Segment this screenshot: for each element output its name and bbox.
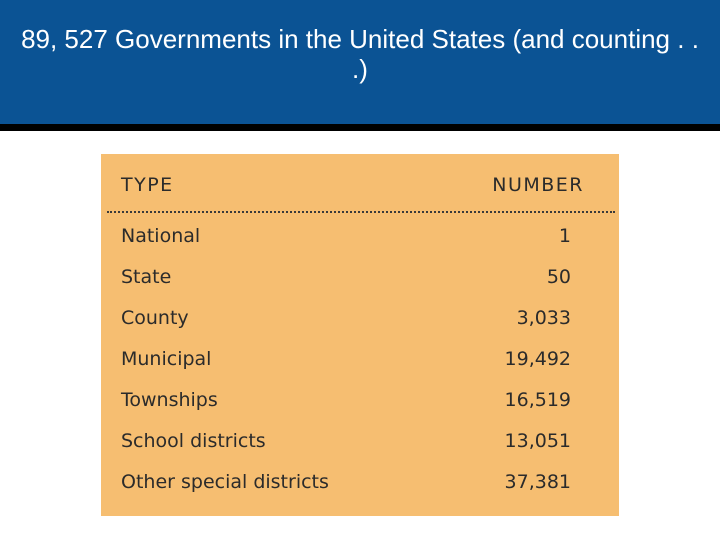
table-row: Other special districts 37,381 [101, 463, 619, 504]
governments-table: TYPE NUMBER National 1 State 50 County 3… [101, 154, 619, 516]
cell-type: Municipal [121, 348, 212, 370]
table-row: County 3,033 [101, 299, 619, 340]
cell-type: National [121, 225, 201, 247]
table-row: National 1 [101, 217, 619, 258]
header-divider [107, 211, 615, 213]
slide-title: 89, 527 Governments in the United States… [21, 24, 699, 84]
cell-number: 13,051 [504, 430, 571, 452]
cell-number: 3,033 [516, 307, 571, 329]
table-row: School districts 13,051 [101, 422, 619, 463]
cell-number: 50 [546, 266, 571, 288]
cell-number: 16,519 [504, 389, 571, 411]
title-divider [0, 124, 720, 131]
cell-number: 1 [558, 225, 571, 247]
table-row: State 50 [101, 258, 619, 299]
cell-type: Other special districts [121, 471, 329, 493]
cell-number: 37,381 [504, 471, 571, 493]
cell-type: State [121, 266, 172, 288]
cell-type: School districts [121, 430, 266, 452]
table-row: Townships 16,519 [101, 381, 619, 422]
cell-type: Townships [121, 389, 218, 411]
column-header-type: TYPE [121, 174, 174, 196]
column-header-number: NUMBER [492, 174, 584, 196]
table-row: Municipal 19,492 [101, 340, 619, 381]
table-header: TYPE NUMBER [101, 154, 619, 212]
title-band: 89, 527 Governments in the United States… [0, 0, 720, 124]
cell-number: 19,492 [504, 348, 571, 370]
table-body: National 1 State 50 County 3,033 Municip… [101, 217, 619, 504]
cell-type: County [121, 307, 189, 329]
